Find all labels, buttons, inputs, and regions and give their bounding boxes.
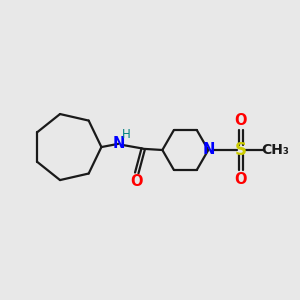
Text: O: O: [234, 172, 247, 187]
Text: O: O: [130, 174, 142, 189]
Text: S: S: [235, 141, 247, 159]
Text: H: H: [122, 128, 131, 141]
Text: N: N: [203, 142, 215, 158]
Text: CH₃: CH₃: [261, 143, 289, 157]
Text: N: N: [113, 136, 125, 151]
Text: O: O: [234, 113, 247, 128]
